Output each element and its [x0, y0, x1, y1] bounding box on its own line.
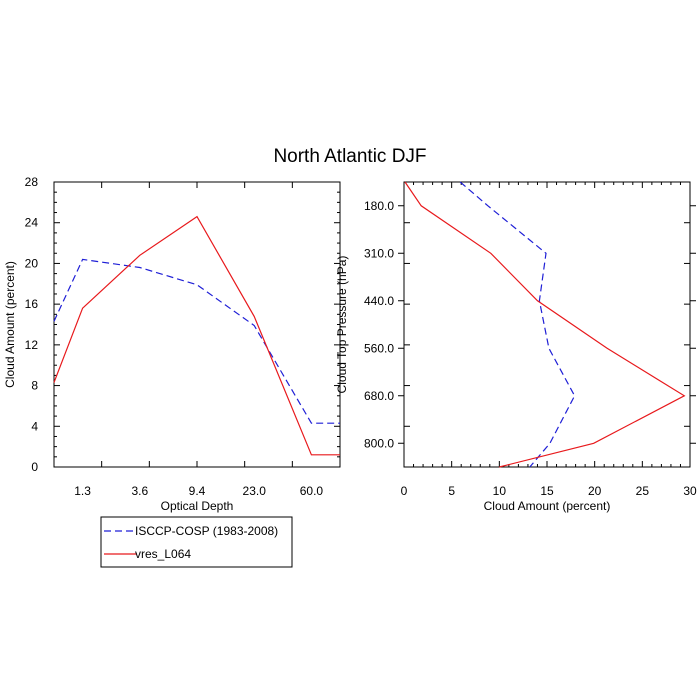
right-y-axis-label: Cloud Top Pressure (hPa)	[335, 256, 349, 394]
left-x-axis-label: Optical Depth	[161, 499, 234, 513]
right-x-tick-label: 25	[636, 484, 650, 498]
right-x-tick-label: 10	[493, 484, 507, 498]
right-series-line-vres	[404, 181, 686, 468]
right-y-tick-label: 680.0	[364, 389, 394, 403]
left-y-tick-label: 12	[25, 338, 39, 352]
right-series-line-isccp	[459, 181, 576, 468]
right-y-tick-label: 800.0	[364, 436, 394, 450]
legend-label-isccp: ISCCP-COSP (1983-2008)	[135, 524, 278, 538]
left-x-tick-label: 23.0	[243, 484, 267, 498]
right-y-tick-label: 560.0	[364, 341, 394, 355]
right-plot-frame	[403, 181, 691, 468]
right-x-tick-label: 20	[588, 484, 602, 498]
right-y-tick-label: 180.0	[364, 199, 394, 213]
left-panel-optical-depth: Optical Depth Cloud Amount (percent) 0 4 8…	[3, 175, 341, 513]
right-x-tick-label: 0	[401, 484, 408, 498]
right-x-axis-label: Cloud Amount (percent)	[484, 499, 611, 513]
right-x-tick-label: 5	[448, 484, 455, 498]
left-y-axis-label: Cloud Amount (percent)	[3, 261, 17, 388]
left-series-line-vres	[53, 215, 340, 456]
left-x-tick-label: 3.6	[131, 484, 148, 498]
left-x-tick-label: 1.3	[74, 484, 91, 498]
left-y-tick-label: 20	[25, 256, 39, 270]
left-y-tick-label: 4	[31, 419, 38, 433]
right-x-tick-label: 15	[540, 484, 554, 498]
right-panel-cloud-top-pressure: Cloud Amount (percent) Cloud Top Pressur…	[335, 181, 697, 513]
left-y-tick-label: 8	[31, 379, 38, 393]
left-y-tick-label: 24	[25, 216, 39, 230]
figure-title: North Atlantic DJF	[273, 146, 426, 167]
left-y-tick-label: 16	[25, 297, 39, 311]
left-x-tick-label: 60.0	[300, 484, 324, 498]
right-x-tick-label: 30	[683, 484, 697, 498]
left-series-line-isccp	[53, 258, 340, 424]
left-y-tick-label: 0	[31, 460, 38, 474]
legend-box	[100, 516, 293, 568]
left-x-tick-label: 9.4	[189, 484, 206, 498]
left-y-tick-label: 28	[25, 175, 39, 189]
right-y-tick-label: 310.0	[364, 246, 394, 260]
legend-label-vres: vres_L064	[135, 547, 191, 561]
right-y-tick-label: 440.0	[364, 294, 394, 308]
legend: ISCCP-COSP (1983-2008) vres_L064	[100, 516, 293, 568]
left-plot-frame	[53, 181, 341, 468]
